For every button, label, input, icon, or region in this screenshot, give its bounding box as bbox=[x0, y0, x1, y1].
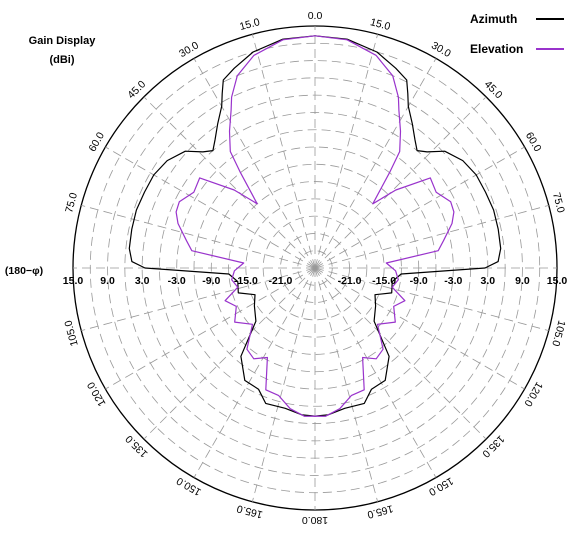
grid-spoke bbox=[314, 34, 379, 269]
legend-swatch-azimuth bbox=[536, 18, 564, 20]
grid-spoke bbox=[314, 58, 437, 269]
radial-tick-label: -21.0 bbox=[268, 275, 292, 287]
grid-spoke bbox=[251, 34, 316, 269]
grid-spoke bbox=[81, 204, 316, 269]
angle-tick-label: 165.0 bbox=[366, 502, 395, 520]
radial-tick-label: -21.0 bbox=[338, 275, 362, 287]
angle-tick-label: 75.0 bbox=[63, 191, 80, 214]
radial-tick-label: -9.0 bbox=[410, 275, 428, 287]
legend-swatch-elevation bbox=[536, 48, 564, 50]
grid-circle bbox=[176, 129, 454, 407]
grid-spoke bbox=[193, 267, 316, 478]
angle-tick-label: 75.0 bbox=[550, 191, 567, 214]
grid-spoke bbox=[105, 146, 316, 269]
angle-tick-label: 105.0 bbox=[62, 319, 80, 348]
legend-label-elevation: Elevation bbox=[470, 42, 524, 56]
radial-tick-label: 9.0 bbox=[100, 275, 115, 287]
radial-tick-label: -15.0 bbox=[234, 275, 258, 287]
radial-tick-label: 3.0 bbox=[135, 275, 150, 287]
radial-tick-label: 15.0 bbox=[63, 275, 84, 287]
radial-tick-label: 9.0 bbox=[515, 275, 530, 287]
grid-spoke bbox=[314, 204, 549, 269]
grid-spoke bbox=[193, 58, 316, 269]
radial-tick-label: 3.0 bbox=[481, 275, 496, 287]
angle-tick-label: 0.0 bbox=[308, 10, 323, 22]
grid-spoke bbox=[143, 267, 316, 440]
radial-tick-label: -9.0 bbox=[202, 275, 220, 287]
grid-spoke bbox=[314, 267, 549, 332]
radial-tick-label: -15.0 bbox=[372, 275, 396, 287]
radial-tick-label: -3.0 bbox=[444, 275, 462, 287]
grid-spoke bbox=[314, 96, 487, 269]
radial-tick-label: -3.0 bbox=[168, 275, 186, 287]
legend-label-azimuth: Azimuth bbox=[470, 12, 518, 26]
legend-item-elevation[interactable]: Elevation bbox=[470, 34, 570, 64]
grid-spoke bbox=[314, 267, 437, 478]
grid-spoke bbox=[81, 267, 316, 332]
chart-title: Gain Display bbox=[28, 35, 96, 47]
grid-spoke bbox=[314, 267, 487, 440]
series-line-elevation bbox=[175, 35, 455, 417]
angle-tick-label: 15.0 bbox=[369, 16, 392, 33]
angle-tick-label: 15.0 bbox=[238, 16, 261, 33]
angle-tick-label: 105.0 bbox=[549, 319, 567, 348]
grid-spoke bbox=[314, 267, 525, 390]
angle-tick-label: 180.0 bbox=[302, 514, 328, 526]
radial-axis-label: (180−φ) bbox=[5, 265, 43, 277]
grid-spoke bbox=[105, 267, 316, 390]
radial-tick-label: 15.0 bbox=[547, 275, 568, 287]
gain-display-title: Gain Display (dBi) bbox=[22, 32, 102, 70]
grid-circle bbox=[262, 215, 368, 321]
legend-item-azimuth[interactable]: Azimuth bbox=[470, 4, 570, 34]
grid-spoke bbox=[143, 96, 316, 269]
chart-unit: (dBi) bbox=[49, 54, 75, 66]
grid-circle bbox=[245, 198, 385, 338]
grid-spoke bbox=[314, 146, 525, 269]
grid-spoke bbox=[314, 267, 379, 502]
angle-tick-label: 165.0 bbox=[235, 502, 264, 520]
legend: Azimuth Elevation bbox=[470, 4, 570, 64]
grid-circle bbox=[107, 60, 523, 476]
grid-spoke bbox=[251, 267, 316, 502]
